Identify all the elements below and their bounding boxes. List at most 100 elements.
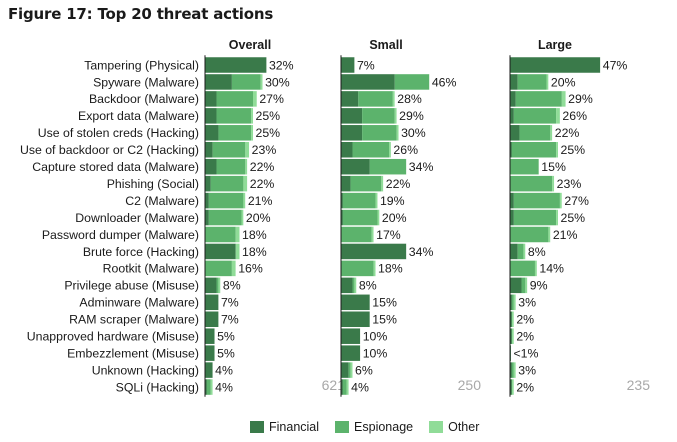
bar-large-brute-force-hacking-financial xyxy=(510,243,518,260)
bar-end-marker-large-spyware-malware xyxy=(548,74,550,90)
bar-small-downloader-malware-financial xyxy=(341,209,343,226)
bar-overall-use-of-backdoor-or-c2-hacking-espionage xyxy=(212,142,246,158)
bar-large-brute-force-hacking-other xyxy=(523,243,526,260)
data-label-large-phishing-social: 23% xyxy=(557,177,582,191)
data-label-overall-privilege-abuse-misuse: 8% xyxy=(223,279,241,293)
data-label-small-export-data-malware: 29% xyxy=(399,109,424,123)
bar-overall-export-data-malware-espionage xyxy=(216,108,252,124)
bar-end-marker-overall-capture-stored-data-malware xyxy=(247,158,249,175)
bar-small-use-of-stolen-creds-hacking-financial xyxy=(341,125,363,141)
category-label-tampering-physical: Tampering (Physical) xyxy=(84,58,199,72)
bar-end-marker-large-unapproved-hardware-misuse xyxy=(513,328,516,344)
bar-overall-rootkit-malware-other xyxy=(231,260,236,277)
bar-small-password-dumper-malware-espionage xyxy=(341,226,372,243)
bar-end-marker-large-rootkit-malware xyxy=(536,260,539,277)
bar-small-capture-stored-data-malware-financial xyxy=(341,158,370,175)
category-label-privilege-abuse-misuse: Privilege abuse (Misuse) xyxy=(64,279,199,293)
bar-small-ram-scraper-malware-financial xyxy=(341,311,370,327)
bar-end-marker-overall-privilege-abuse-misuse xyxy=(220,277,222,294)
bar-large-use-of-backdoor-or-c2-hacking-espionage xyxy=(511,142,557,158)
category-label-export-data-malware: Export data (Malware) xyxy=(78,109,199,123)
bar-overall-use-of-backdoor-or-c2-hacking-financial xyxy=(205,142,213,158)
bar-overall-use-of-stolen-creds-hacking-espionage xyxy=(218,125,252,141)
category-label-ram-scraper-malware: RAM scraper (Malware) xyxy=(69,313,199,327)
bar-large-downloader-malware-espionage xyxy=(513,209,557,226)
bar-large-export-data-malware-other xyxy=(556,108,560,124)
bar-large-spyware-malware-other xyxy=(546,74,549,90)
legend-swatch-espionage xyxy=(335,421,350,433)
category-label-use-of-stolen-creds-hacking: Use of stolen creds (Hacking) xyxy=(38,126,199,140)
bar-overall-ram-scraper-malware-financial xyxy=(205,311,219,327)
data-label-small-sqli-hacking: 4% xyxy=(351,380,369,394)
legend-swatch-other xyxy=(429,421,444,433)
bar-large-adminware-malware-other xyxy=(513,294,516,311)
bar-large-c2-malware-espionage xyxy=(513,192,560,209)
bar-small-backdoor-malware-financial xyxy=(341,91,359,107)
legend-item-financial: Financial xyxy=(250,420,319,434)
bar-small-c2-malware-financial xyxy=(341,192,343,209)
data-label-large-rootkit-malware: 14% xyxy=(539,262,564,276)
data-label-small-adminware-malware: 15% xyxy=(372,296,397,310)
bar-large-tampering-physical-financial xyxy=(510,57,601,73)
bar-overall-password-dumper-malware-other xyxy=(235,226,240,243)
bar-large-use-of-stolen-creds-hacking-financial xyxy=(510,125,520,141)
bar-end-marker-small-brute-force-hacking xyxy=(406,243,408,260)
bar-end-marker-overall-adminware-malware xyxy=(218,294,220,311)
bar-overall-spyware-malware-espionage xyxy=(231,74,261,90)
data-label-small-tampering-physical: 7% xyxy=(357,58,375,72)
data-label-small-backdoor-malware: 28% xyxy=(397,92,422,106)
bar-end-marker-overall-tampering-physical xyxy=(266,57,268,73)
bar-small-c2-malware-espionage xyxy=(342,192,376,209)
bar-end-marker-large-adminware-malware xyxy=(515,294,518,311)
bar-end-marker-overall-phishing-social xyxy=(247,175,249,192)
bar-large-unapproved-hardware-misuse-financial xyxy=(510,328,512,344)
bar-large-downloader-malware-financial xyxy=(510,209,514,226)
bar-large-sqli-hacking-other xyxy=(511,379,514,395)
panel-sample-size-overall: 621 xyxy=(322,377,346,393)
bar-overall-spyware-malware-financial xyxy=(205,74,232,90)
data-label-large-tampering-physical: 47% xyxy=(603,58,628,72)
bar-end-marker-large-unknown-hacking xyxy=(515,362,518,378)
data-label-overall-use-of-backdoor-or-c2-hacking: 23% xyxy=(252,143,277,157)
bar-end-marker-large-backdoor-malware xyxy=(565,91,568,107)
bar-end-marker-small-unapproved-hardware-misuse xyxy=(360,328,362,344)
bar-end-marker-small-privilege-abuse-misuse xyxy=(356,277,358,294)
data-label-overall-downloader-malware: 20% xyxy=(246,211,271,225)
bar-end-marker-overall-ram-scraper-malware xyxy=(218,311,220,327)
data-label-small-privilege-abuse-misuse: 8% xyxy=(359,279,377,293)
category-label-embezzlement-misuse: Embezzlement (Misuse) xyxy=(67,346,199,360)
bar-overall-c2-malware-financial xyxy=(205,192,209,209)
data-label-large-export-data-malware: 26% xyxy=(562,109,587,123)
bar-end-marker-overall-embezzlement-misuse xyxy=(214,345,217,361)
data-label-overall-backdoor-malware: 27% xyxy=(259,92,284,106)
bar-end-marker-small-spyware-malware xyxy=(429,74,431,90)
bar-end-marker-small-use-of-stolen-creds-hacking xyxy=(398,125,401,141)
bar-small-adminware-malware-financial xyxy=(341,294,370,311)
data-label-large-brute-force-hacking: 8% xyxy=(528,245,546,259)
data-label-large-backdoor-malware: 29% xyxy=(568,92,593,106)
bar-overall-capture-stored-data-malware-other xyxy=(245,158,248,175)
bar-overall-spyware-malware-other xyxy=(260,74,263,90)
bar-small-phishing-social-espionage xyxy=(350,175,382,192)
data-label-overall-export-data-malware: 25% xyxy=(256,109,281,123)
legend-label-other: Other xyxy=(448,420,480,434)
bar-small-brute-force-hacking-financial xyxy=(341,243,407,260)
bar-end-marker-small-export-data-malware xyxy=(396,108,399,124)
bar-end-marker-overall-unknown-hacking xyxy=(212,362,215,378)
bar-overall-phishing-social-espionage xyxy=(210,175,244,192)
bar-small-use-of-backdoor-or-c2-hacking-espionage xyxy=(352,142,389,158)
bar-small-phishing-social-financial xyxy=(341,175,351,192)
data-label-overall-capture-stored-data-malware: 22% xyxy=(250,160,275,174)
data-label-large-adminware-malware: 3% xyxy=(518,296,536,310)
bar-overall-c2-malware-other xyxy=(243,192,246,209)
bar-end-marker-small-phishing-social xyxy=(383,175,385,192)
data-label-overall-unknown-hacking: 4% xyxy=(215,363,233,377)
bar-end-marker-large-sqli-hacking xyxy=(513,379,516,395)
data-label-small-embezzlement-misuse: 10% xyxy=(363,346,388,360)
data-label-overall-adminware-malware: 7% xyxy=(221,296,239,310)
bar-small-c2-malware-other xyxy=(375,192,378,209)
data-label-large-privilege-abuse-misuse: 9% xyxy=(530,279,548,293)
panel-title-small: Small xyxy=(369,38,402,52)
bar-overall-phishing-social-financial xyxy=(205,175,211,192)
bar-large-privilege-abuse-misuse-other xyxy=(525,277,528,294)
